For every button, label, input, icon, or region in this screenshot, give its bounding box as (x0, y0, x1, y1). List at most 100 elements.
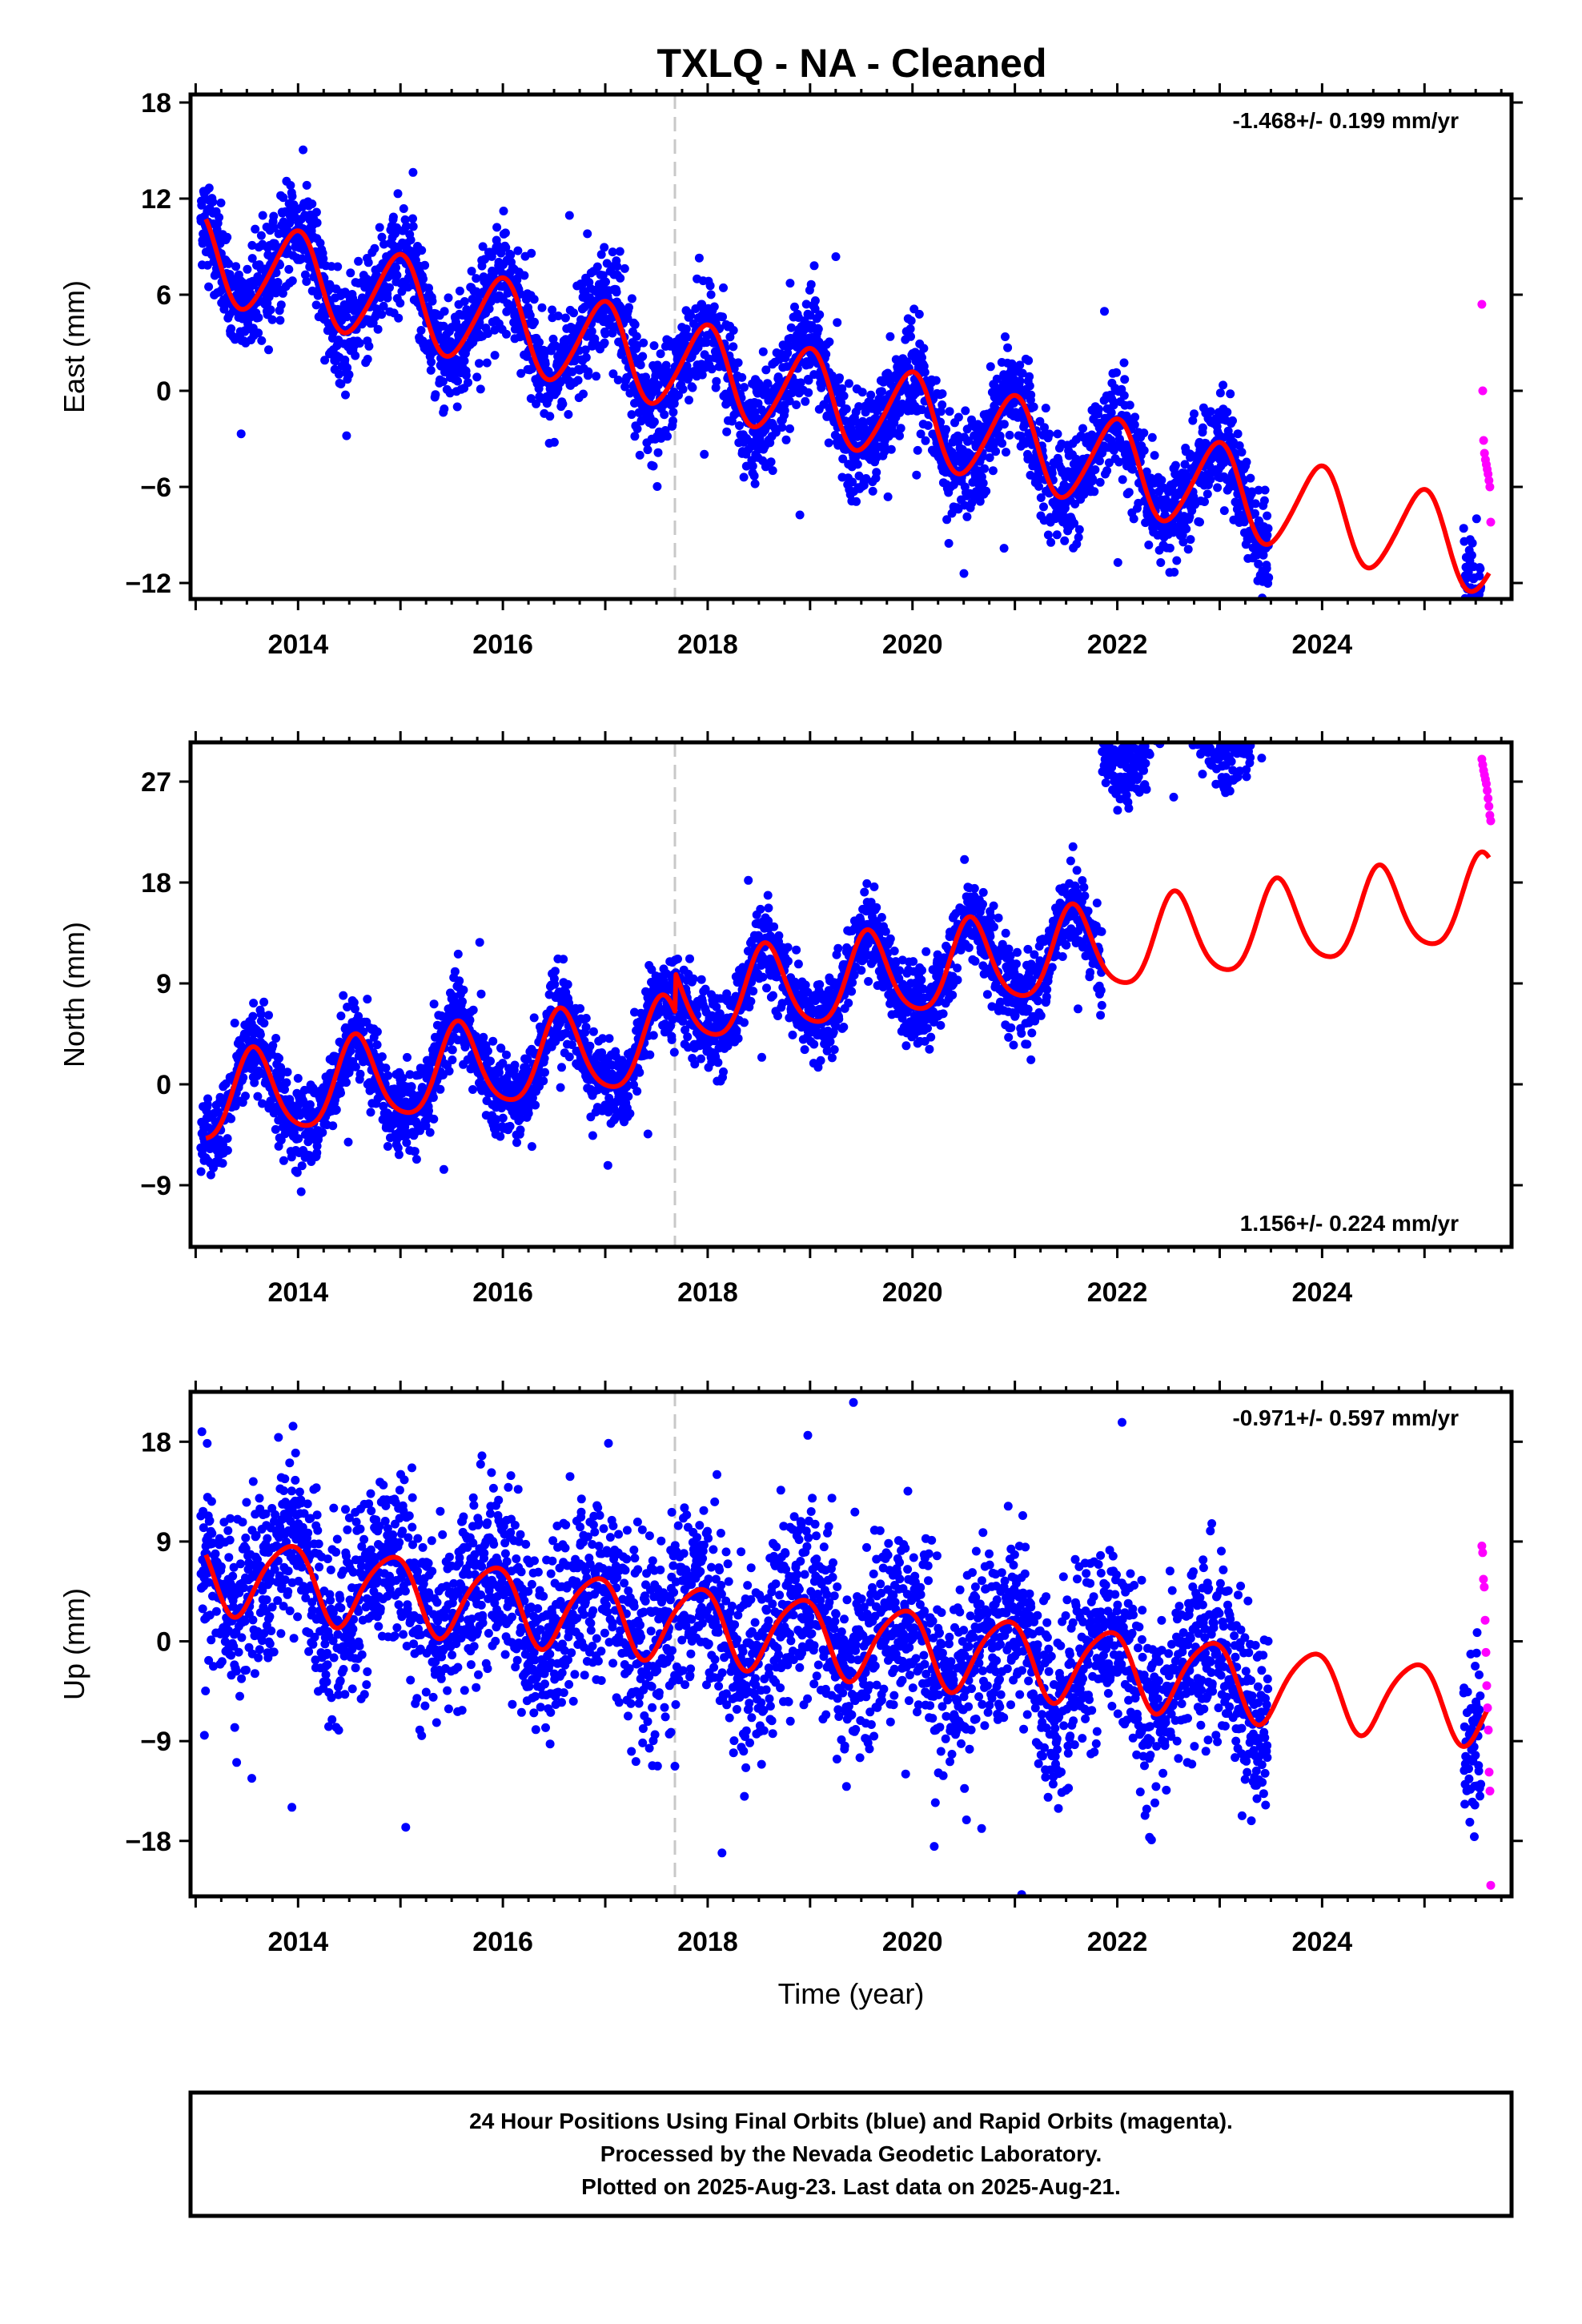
north-final-orbit-point (412, 1155, 421, 1164)
east-final-orbit-point (402, 222, 411, 231)
east-final-orbit-point (399, 204, 408, 213)
east-final-orbit-point (763, 379, 773, 388)
east-final-orbit-point (1470, 615, 1479, 624)
east-final-orbit-point (1053, 429, 1062, 439)
east-final-orbit-point (1034, 481, 1043, 491)
north-final-orbit-point (280, 1085, 289, 1094)
east-final-orbit-point (1263, 530, 1272, 540)
east-final-orbit-point (502, 329, 511, 339)
north-final-orbit-point (458, 997, 467, 1007)
east-final-orbit-points (196, 145, 1486, 637)
north-final-orbit-point (431, 1032, 440, 1042)
north-final-orbit-point (668, 1015, 677, 1024)
north-final-orbit-point (250, 1078, 259, 1088)
north-final-orbit-point (475, 938, 484, 947)
east-final-orbit-point (1464, 616, 1473, 625)
east-final-orbit-point (385, 283, 394, 292)
east-final-orbit-point (652, 482, 662, 491)
north-final-orbit-point (407, 1082, 416, 1092)
east-final-orbit-point (1259, 550, 1268, 560)
east-final-orbit-point (1106, 436, 1116, 445)
east-final-orbit-point (638, 352, 648, 361)
east-final-orbit-point (697, 370, 707, 380)
north-final-orbit-point (248, 1011, 258, 1021)
east-x-tick-label: 2018 (677, 629, 738, 660)
east-final-orbit-point (467, 267, 476, 276)
east-final-orbit-point (532, 399, 541, 408)
east-final-orbit-point (354, 256, 363, 266)
east-rapid-orbit-point (1484, 476, 1494, 485)
east-final-orbit-point (1070, 519, 1079, 528)
east-final-orbit-point (838, 454, 848, 464)
north-final-orbit-point (349, 998, 359, 1007)
north-final-orbit-point (379, 1101, 388, 1111)
east-final-orbit-point (375, 223, 384, 232)
east-final-orbit-point (616, 273, 625, 283)
north-final-orbit-point (502, 1050, 511, 1059)
east-y-tick-label: 18 (141, 88, 171, 119)
east-final-orbit-point (1198, 423, 1207, 432)
east-final-orbit-point (805, 311, 815, 320)
east-final-orbit-point (896, 424, 905, 433)
east-y-tick-label: 6 (156, 280, 171, 311)
east-final-orbit-point (931, 376, 941, 385)
east-final-orbit-point (370, 243, 379, 253)
north-final-orbit-point (557, 1063, 566, 1072)
east-final-orbit-point (854, 471, 864, 480)
east-final-orbit-point (520, 271, 529, 280)
east-final-orbit-point (781, 435, 791, 444)
east-final-orbit-point (302, 180, 311, 190)
north-final-orbit-point (685, 954, 694, 963)
east-final-orbit-point (392, 271, 402, 280)
east-final-orbit-point (688, 383, 697, 392)
east-final-orbit-point (1172, 556, 1182, 565)
east-final-orbit-point (825, 337, 834, 347)
north-final-orbit-point (439, 1164, 448, 1174)
north-final-orbit-point (275, 1054, 283, 1063)
north-final-orbit-point (328, 1121, 338, 1131)
east-final-orbit-point (243, 264, 252, 274)
east-final-orbit-point (694, 253, 704, 263)
east-final-orbit-point (1466, 629, 1475, 637)
north-final-orbit-point (505, 1121, 515, 1131)
east-final-orbit-point (615, 247, 624, 256)
north-final-orbit-point (581, 1014, 591, 1023)
east-final-orbit-point (661, 360, 671, 370)
east-final-orbit-point (844, 379, 853, 388)
east-final-orbit-point (639, 338, 648, 348)
east-final-orbit-point (841, 404, 851, 414)
east-final-orbit-point (460, 297, 469, 306)
east-final-orbit-point (302, 277, 311, 286)
north-final-orbit-point (336, 1088, 345, 1098)
east-final-orbit-point (1195, 517, 1204, 527)
east-final-orbit-point (1223, 408, 1232, 417)
east-final-orbit-point (1264, 573, 1274, 582)
east-final-orbit-point (792, 400, 801, 409)
east-final-orbit-point (342, 312, 351, 322)
east-final-orbit-point (420, 260, 430, 270)
north-final-orbit-point (564, 1052, 574, 1062)
east-final-orbit-point (938, 389, 947, 399)
east-final-orbit-point (936, 407, 946, 416)
east-final-orbit-point (553, 312, 563, 320)
east-final-orbit-point (1142, 467, 1151, 476)
east-final-orbit-point (269, 223, 279, 232)
east-final-orbit-point (1465, 610, 1474, 619)
north-final-orbit-point (416, 1126, 425, 1136)
north-plot-area (196, 742, 1496, 1247)
north-final-orbit-point (459, 985, 468, 995)
east-final-orbit-point (411, 255, 420, 265)
north-final-orbit-point (444, 1067, 454, 1076)
east-final-orbit-point (351, 351, 360, 360)
east-final-orbit-point (535, 338, 544, 347)
east-final-orbit-point (709, 302, 719, 312)
east-final-orbit-point (1095, 456, 1104, 466)
east-final-orbit-point (877, 387, 886, 396)
east-final-orbit-point (383, 293, 392, 303)
east-final-orbit-point (1464, 600, 1473, 609)
east-final-orbit-point (917, 353, 926, 362)
north-final-orbit-point (539, 1076, 548, 1086)
north-final-orbit-point (279, 1156, 288, 1165)
north-final-orbit-point (393, 1143, 403, 1152)
east-final-orbit-point (204, 183, 214, 193)
